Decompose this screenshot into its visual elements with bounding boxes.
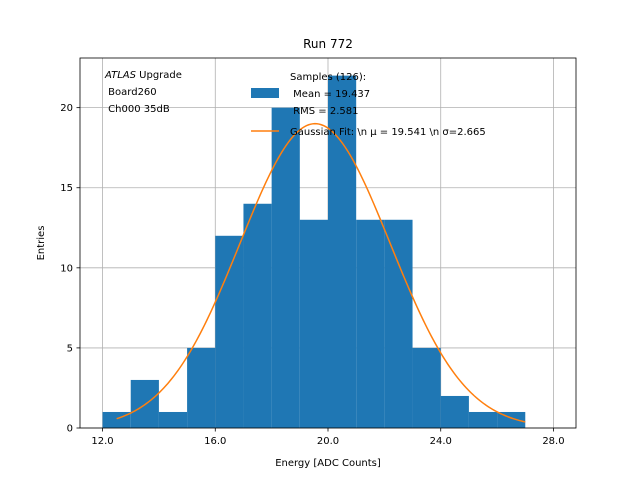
histogram-bar bbox=[412, 347, 441, 428]
legend-histogram-line: Mean = 19.437 bbox=[290, 89, 370, 100]
y-axis-ticks: 0 5 10 15 20 bbox=[60, 103, 80, 435]
upgrade-label: Upgrade bbox=[136, 70, 182, 81]
x-axis-ticks: 12.0 16.0 20.0 24.0 28.0 bbox=[91, 428, 565, 447]
histogram-bar bbox=[187, 347, 216, 428]
legend-histogram-label: Samples (126): Mean = 19.437 RMS = 2.581 bbox=[290, 72, 370, 117]
annotation-line-2: Board260 bbox=[105, 87, 157, 98]
x-tick-label: 12.0 bbox=[91, 436, 113, 447]
histogram-bar bbox=[384, 219, 413, 428]
x-tick-label: 20.0 bbox=[317, 436, 339, 447]
x-tick-label: 16.0 bbox=[204, 436, 226, 447]
histogram-bar bbox=[328, 75, 357, 428]
x-tick-label: 28.0 bbox=[542, 436, 564, 447]
y-axis-label: Entries bbox=[36, 226, 47, 261]
legend: Samples (126): Mean = 19.437 RMS = 2.581… bbox=[251, 72, 486, 138]
histogram-bar bbox=[299, 219, 328, 428]
y-tick-label: 0 bbox=[67, 424, 73, 435]
histogram-bar bbox=[468, 411, 498, 428]
x-axis-label: Energy [ADC Counts] bbox=[275, 458, 381, 469]
chart-title: Run 772 bbox=[303, 37, 353, 51]
y-tick-label: 5 bbox=[67, 343, 73, 354]
y-tick-label: 20 bbox=[60, 103, 73, 114]
annotation-line-1: ATLAS Upgrade bbox=[104, 70, 182, 81]
histogram-bar bbox=[158, 411, 188, 428]
legend-histogram-line: RMS = 2.581 bbox=[290, 106, 358, 117]
legend-histogram-swatch bbox=[251, 88, 279, 98]
histogram-bar bbox=[356, 219, 385, 428]
annotation-line-3: Ch000 35dB bbox=[105, 104, 170, 115]
histogram-bar bbox=[243, 203, 272, 428]
histogram-bar bbox=[215, 235, 244, 428]
y-tick-label: 10 bbox=[60, 263, 73, 274]
histogram-bar bbox=[271, 107, 300, 428]
histogram-bar bbox=[440, 395, 469, 428]
legend-fit-label: Gaussian Fit: \n μ = 19.541 \n σ=2.665 bbox=[290, 127, 486, 138]
atlas-label: ATLAS bbox=[104, 70, 137, 81]
gaussian-fit-curve bbox=[116, 122, 526, 423]
histogram-bars bbox=[102, 75, 526, 428]
y-tick-label: 15 bbox=[60, 183, 73, 194]
atlas-annotation: ATLAS Upgrade Board260 Ch000 35dB bbox=[104, 70, 182, 115]
legend-histogram-line: Samples (126): bbox=[290, 72, 366, 83]
x-tick-label: 24.0 bbox=[430, 436, 452, 447]
